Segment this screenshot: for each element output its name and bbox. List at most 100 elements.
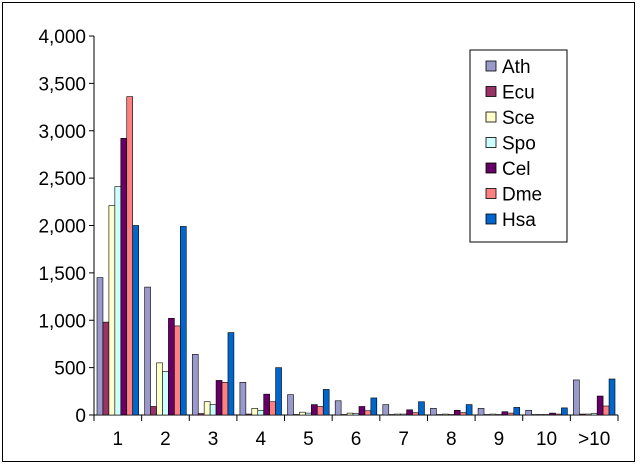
legend-swatch-dme bbox=[485, 188, 497, 199]
y-tick-label: 4,000 bbox=[38, 27, 86, 48]
bar-hsa-8 bbox=[465, 404, 473, 416]
x-tick-label: 3 bbox=[208, 429, 219, 450]
x-tick-label: 9 bbox=[494, 429, 505, 450]
bar-ecu-1 bbox=[102, 321, 110, 416]
bar-hsa-5 bbox=[322, 389, 330, 416]
bar-sce-6 bbox=[346, 412, 354, 416]
y-tick-label: 2,500 bbox=[38, 169, 86, 190]
bar-dme-8 bbox=[459, 412, 467, 416]
bar-spo-11 bbox=[590, 413, 598, 416]
legend-swatch-sce bbox=[485, 111, 497, 123]
bar-hsa-6 bbox=[370, 397, 378, 416]
bar-ecu-3 bbox=[197, 413, 205, 416]
y-tick-label: 500 bbox=[54, 359, 86, 380]
chart-frame bbox=[2, 2, 635, 462]
x-tick-label: 1 bbox=[113, 429, 124, 450]
legend-swatch-ecu bbox=[485, 86, 497, 97]
legend-label-cel: Cel bbox=[502, 159, 531, 180]
bar-ecu-2 bbox=[150, 406, 157, 416]
legend-label-dme: Dme bbox=[502, 185, 542, 206]
bar-cel-11 bbox=[596, 395, 604, 416]
bar-ath-5 bbox=[287, 394, 294, 416]
bar-cel-3 bbox=[215, 380, 223, 416]
x-tick-label: >10 bbox=[578, 429, 610, 450]
bar-cel-2 bbox=[168, 318, 175, 416]
y-tick-label: 3,500 bbox=[38, 74, 86, 95]
bar-dme-2 bbox=[174, 325, 181, 416]
bar-sce-3 bbox=[203, 401, 211, 416]
bar-hsa-10 bbox=[561, 407, 568, 416]
bar-dme-11 bbox=[602, 405, 610, 416]
bar-cel-9 bbox=[501, 411, 509, 416]
bar-sce-8 bbox=[442, 413, 449, 416]
bar-hsa-1 bbox=[132, 225, 139, 416]
bar-cel-8 bbox=[453, 409, 461, 416]
legend: Ath Ecu Sce Spo Cel Dme Hsa bbox=[469, 49, 568, 243]
bar-ath-3 bbox=[191, 354, 199, 416]
bar-dme-9 bbox=[507, 412, 515, 416]
x-tick-label: 4 bbox=[255, 429, 266, 450]
bar-cel-1 bbox=[120, 138, 128, 416]
x-tick-label: 2 bbox=[160, 429, 171, 450]
bar-hsa-11 bbox=[608, 378, 616, 416]
bar-sce-7 bbox=[394, 413, 401, 416]
bar-sce-1 bbox=[108, 205, 116, 416]
bar-sce-9 bbox=[489, 413, 497, 416]
y-tick-label: 1,000 bbox=[38, 311, 86, 332]
bar-dme-7 bbox=[412, 412, 419, 416]
y-tick-label: 0 bbox=[75, 406, 86, 427]
bar-cel-4 bbox=[263, 393, 270, 416]
legend-swatch-hsa bbox=[485, 213, 497, 225]
legend-label-hsa: Hsa bbox=[502, 210, 536, 231]
legend-swatch-spo bbox=[485, 137, 497, 148]
bar-spo-5 bbox=[305, 412, 312, 416]
legend-swatch-cel bbox=[485, 162, 497, 174]
x-tick-label: 6 bbox=[351, 429, 362, 450]
bar-cel-10 bbox=[549, 412, 556, 416]
y-tick-label: 3,000 bbox=[38, 122, 86, 143]
legend-label-ath: Ath bbox=[502, 57, 531, 78]
bar-spo-1 bbox=[114, 186, 122, 416]
bar-ath-6 bbox=[334, 400, 342, 416]
bar-ecu-4 bbox=[245, 413, 253, 416]
bar-sce-4 bbox=[251, 408, 259, 416]
bar-ecu-11 bbox=[579, 413, 586, 416]
bar-hsa-2 bbox=[180, 226, 187, 416]
legend-label-sce: Sce bbox=[502, 108, 535, 129]
legend-label-ecu: Ecu bbox=[502, 83, 535, 104]
x-tick-label: 8 bbox=[446, 429, 457, 450]
bar-dme-6 bbox=[364, 410, 372, 416]
bar-hsa-3 bbox=[227, 332, 235, 416]
bar-cel-7 bbox=[406, 409, 413, 416]
bar-ath-8 bbox=[430, 408, 437, 416]
y-tick-label: 2,000 bbox=[38, 217, 86, 238]
x-axis: 1 2 3 4 5 6 7 8 9 10 >10 bbox=[93, 414, 619, 450]
y-tick-label: 1,500 bbox=[38, 264, 86, 285]
bar-ath-4 bbox=[239, 382, 247, 416]
bar-ath-7 bbox=[382, 404, 390, 416]
bar-ath-10 bbox=[525, 409, 532, 416]
x-tick-label: 7 bbox=[398, 429, 409, 450]
bar-ath-11 bbox=[573, 379, 580, 416]
bar-ath-2 bbox=[144, 286, 151, 416]
bar-ath-1 bbox=[96, 277, 104, 416]
bar-spo-2 bbox=[162, 371, 169, 416]
bar-hsa-4 bbox=[275, 367, 282, 416]
bar-dme-3 bbox=[221, 382, 229, 416]
bar-hsa-9 bbox=[513, 407, 521, 416]
bar-dme-4 bbox=[269, 401, 276, 416]
bar-spo-7 bbox=[400, 413, 407, 416]
bar-hsa-7 bbox=[418, 401, 425, 416]
bar-cel-5 bbox=[311, 404, 318, 416]
bar-cel-6 bbox=[358, 406, 366, 416]
bar-dme-1 bbox=[126, 96, 133, 416]
x-tick-label: 5 bbox=[303, 429, 314, 450]
bar-ath-9 bbox=[477, 408, 485, 416]
bar-spo-6 bbox=[352, 413, 360, 416]
legend-label-spo: Spo bbox=[502, 134, 536, 155]
bar-sce-2 bbox=[156, 362, 163, 416]
bar-sce-5 bbox=[299, 411, 306, 416]
y-axis: 0 500 1,000 1,500 2,000 2,500 3,000 3,500 4,000 bbox=[38, 27, 95, 427]
bars bbox=[96, 96, 616, 416]
